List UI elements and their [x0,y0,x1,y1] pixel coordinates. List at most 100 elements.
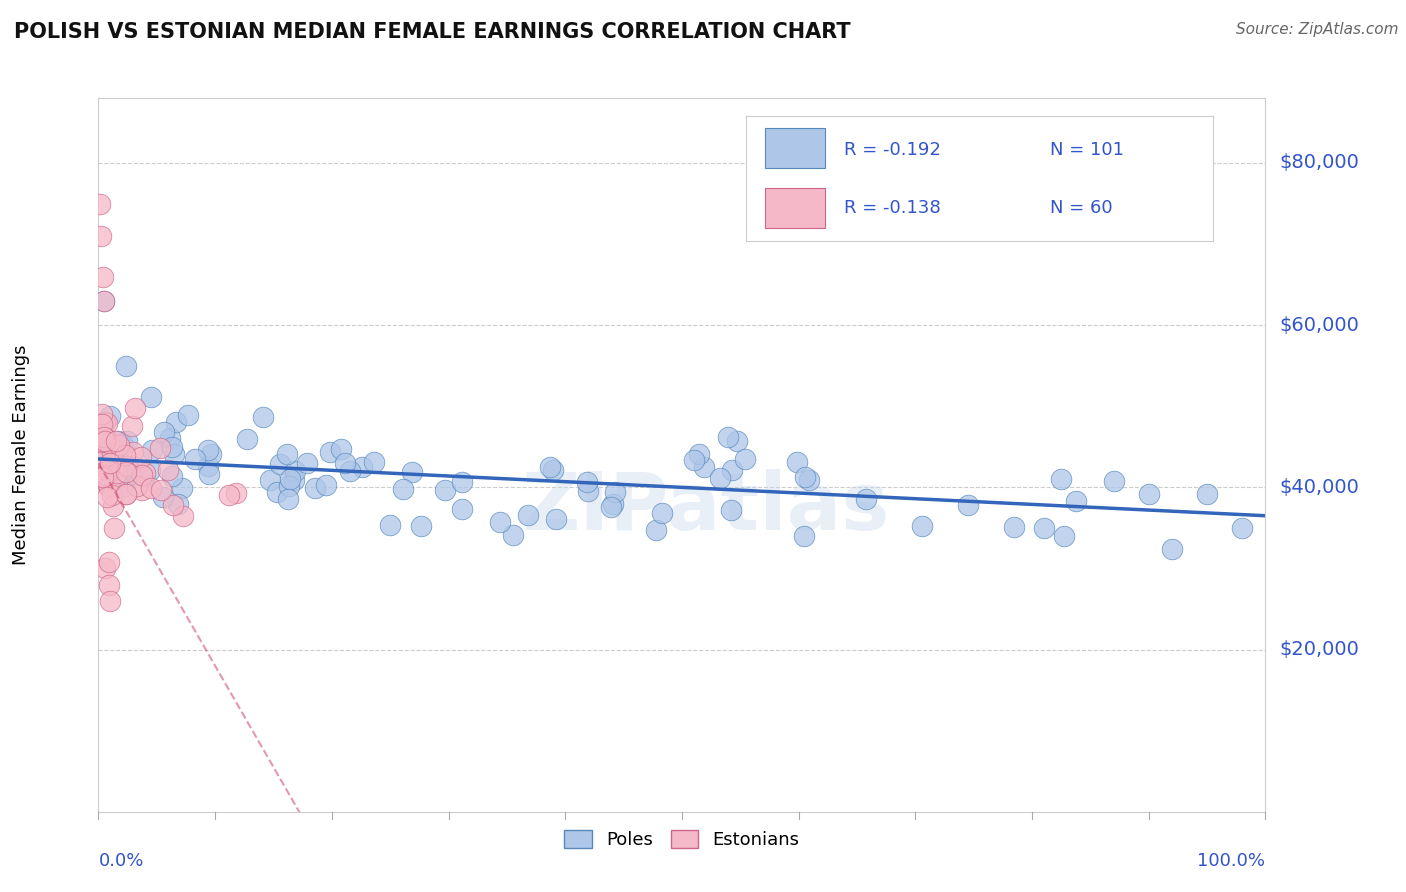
Point [121,419,143,434]
Point [734,451,756,466]
Point [90,434,112,448]
Point [103,453,125,467]
Point [1195,487,1218,501]
Point [401,465,423,479]
Point [720,463,742,477]
Point [94,416,117,430]
Point [350,459,373,474]
Point [93,459,115,474]
Point [100,452,122,467]
Point [112,437,135,451]
Point [1053,529,1076,543]
Point [167,497,190,511]
Point [541,463,564,477]
Point [139,481,162,495]
Point [93,454,115,468]
Point [97,477,120,491]
Point [94,451,117,466]
Point [172,509,194,524]
Point [489,515,512,529]
Point [162,447,184,461]
Point [793,529,815,543]
Point [98,436,121,450]
Point [283,473,305,487]
Point [599,500,621,515]
Point [107,467,129,481]
Point [330,442,353,456]
Point [162,440,184,454]
Point [602,497,624,511]
Point [1064,494,1087,508]
Point [799,473,821,487]
Point [90,417,112,431]
Point [93,416,115,430]
Point [103,455,125,469]
Point [124,467,146,482]
Point [100,472,122,486]
Text: ZIPatlas: ZIPatlas [522,468,890,547]
Point [576,483,599,498]
Point [682,453,704,467]
Text: $60,000: $60,000 [1279,316,1360,334]
Point [90,229,112,244]
Point [159,431,181,445]
Point [131,483,153,497]
Point [91,407,114,421]
Point [786,455,808,469]
Point [218,488,240,502]
Point [115,359,138,373]
Point [149,442,172,456]
Point [96,432,118,446]
Point [93,293,115,308]
Point [502,527,524,541]
Point [605,484,627,499]
Point [96,417,118,431]
Point [115,458,138,473]
Point [108,469,131,483]
Point [517,508,540,523]
Point [104,434,127,448]
Point [152,490,174,504]
Point [104,441,127,455]
Point [121,459,143,474]
Point [98,456,121,470]
Point [1137,487,1160,501]
Point [94,434,117,448]
Point [139,390,162,404]
Point [315,478,337,492]
Point [100,409,122,424]
Point [200,447,222,461]
Point [162,498,184,512]
Point [855,491,877,506]
Point [149,483,172,497]
Point [1102,474,1125,488]
Point [1230,521,1253,535]
Point [380,518,402,533]
Point [575,475,598,490]
Point [794,470,817,484]
Point [225,485,247,500]
Point [115,486,138,500]
Point [94,468,117,483]
Point [720,502,742,516]
Point [266,484,288,499]
Text: POLISH VS ESTONIAN MEDIAN FEMALE EARNINGS CORRELATION CHART: POLISH VS ESTONIAN MEDIAN FEMALE EARNING… [14,22,851,42]
Point [183,452,205,467]
Point [90,434,112,449]
Point [103,457,125,471]
Point [717,430,740,444]
Point [319,445,342,459]
Text: $80,000: $80,000 [1279,153,1360,172]
Point [409,518,432,533]
Text: $40,000: $40,000 [1279,478,1360,497]
Point [165,415,187,429]
Point [139,463,162,477]
Point [538,459,561,474]
Point [197,458,219,473]
Point [103,473,125,487]
Point [156,462,179,476]
Point [172,481,194,495]
Text: 0.0%: 0.0% [98,852,143,870]
Point [96,490,118,504]
Text: $20,000: $20,000 [1279,640,1360,659]
